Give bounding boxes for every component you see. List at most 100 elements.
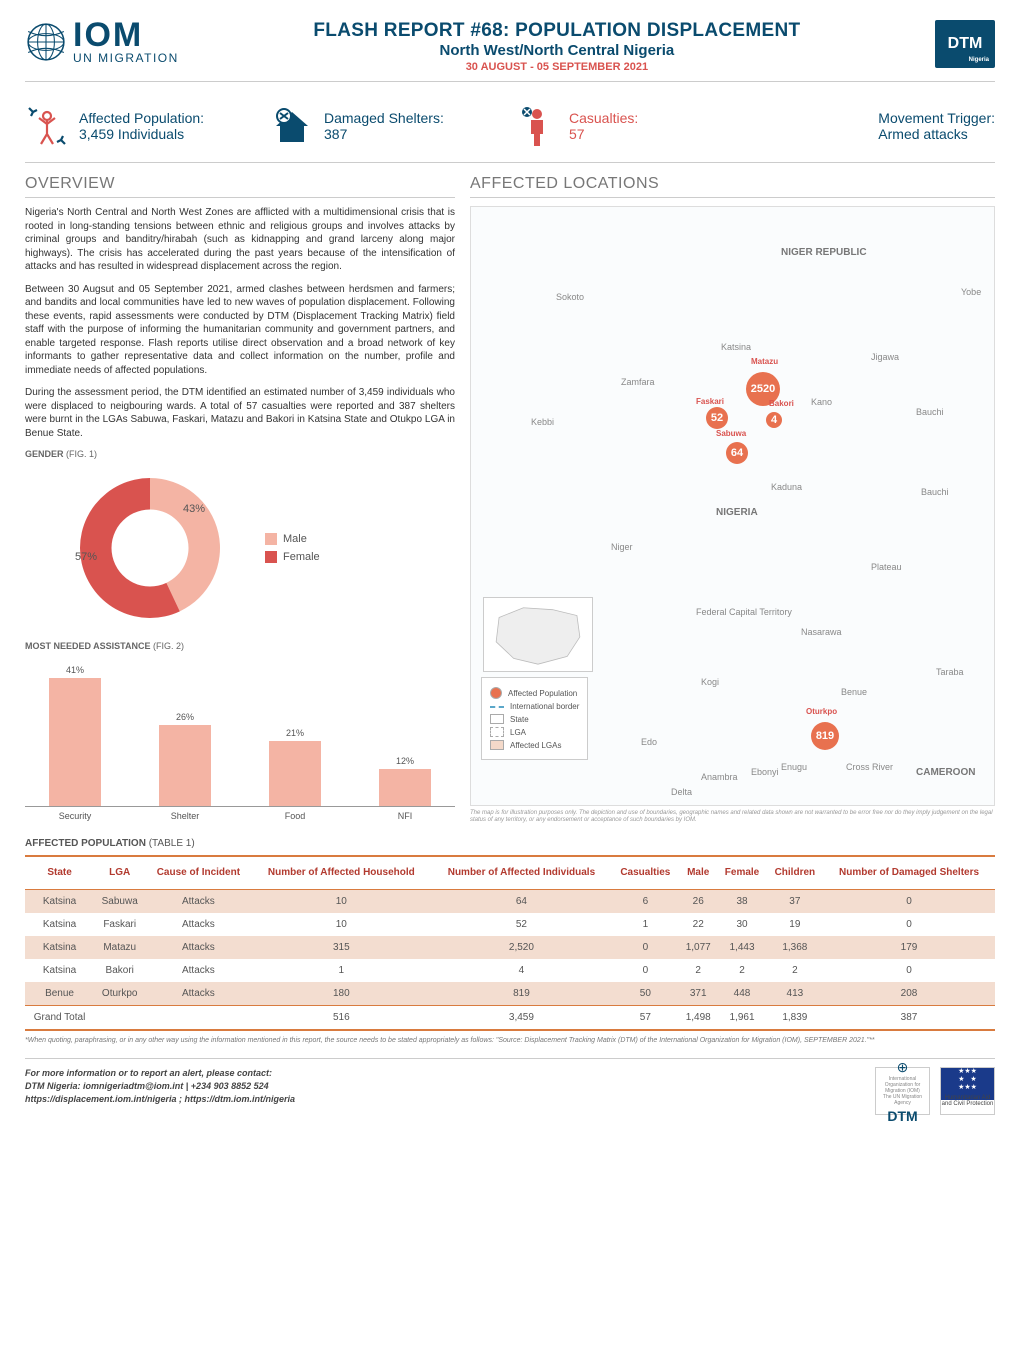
table-cell: 2 bbox=[679, 959, 717, 982]
map-state: Kebbi bbox=[531, 417, 554, 427]
map-legend-row: LGA bbox=[490, 727, 579, 737]
table-cell: Grand Total bbox=[25, 1006, 94, 1031]
table-cell: 0 bbox=[823, 890, 995, 914]
stat-value: 3,459 Individuals bbox=[79, 126, 204, 142]
legend-item: Female bbox=[265, 551, 320, 563]
stat-1: Damaged Shelters:387 bbox=[270, 104, 505, 148]
gender-fig-label: GENDER (FIG. 1) bbox=[25, 449, 455, 459]
dtm-badge: DTM Nigeria bbox=[935, 20, 995, 68]
org-subname: UN MIGRATION bbox=[73, 51, 179, 65]
table-cell: 64 bbox=[431, 890, 611, 914]
assistance-fignum: (FIG. 2) bbox=[153, 641, 184, 651]
table-header: Number of Affected Individuals bbox=[431, 856, 611, 890]
dtm-subtext: Nigeria bbox=[969, 57, 989, 63]
table-header: Children bbox=[767, 856, 823, 890]
bar-col: 21% bbox=[255, 728, 335, 806]
table-row: BenueOturkpoAttacks18081950371448413208 bbox=[25, 982, 995, 1006]
map-pin-label: Matazu bbox=[751, 357, 778, 366]
map-state: Kogi bbox=[701, 677, 719, 687]
table-cell: 0 bbox=[612, 959, 679, 982]
table-cell: 4 bbox=[431, 959, 611, 982]
map-legend-row: Affected Population bbox=[490, 687, 579, 699]
map-pin-label: Sabuwa bbox=[716, 429, 746, 438]
dtm-text: DTM bbox=[948, 35, 983, 53]
population-table: StateLGACause of IncidentNumber of Affec… bbox=[25, 855, 995, 1031]
table-row: KatsinaMatazuAttacks3152,52001,0771,4431… bbox=[25, 936, 995, 959]
table-row: KatsinaFaskariAttacks105212230190 bbox=[25, 913, 995, 936]
stat-label: Damaged Shelters: bbox=[324, 110, 444, 126]
map-legend: Affected Population International border S… bbox=[481, 677, 588, 760]
map-bubble: 64 bbox=[726, 442, 748, 464]
stat-label: Casualties: bbox=[569, 110, 638, 126]
footer-line1: For more information or to report an ale… bbox=[25, 1067, 295, 1080]
table-title-text: AFFECTED POPULATION bbox=[25, 838, 146, 849]
report-dates: 30 AUGUST - 05 SEPTEMBER 2021 bbox=[179, 61, 935, 73]
overview-para: Nigeria's North Central and North West Z… bbox=[25, 206, 455, 274]
bar-col: 41% bbox=[35, 665, 115, 806]
table-header: Number of Affected Household bbox=[251, 856, 431, 890]
table-cell: 30 bbox=[717, 913, 766, 936]
stat-label: Movement Trigger: bbox=[878, 110, 995, 126]
header: IOM UN MIGRATION FLASH REPORT #68: POPUL… bbox=[25, 20, 995, 82]
dtm-footer-logo: ⊕ International Organization for Migrati… bbox=[875, 1067, 930, 1115]
table-cell bbox=[145, 1006, 251, 1031]
table-cell: Katsina bbox=[25, 959, 94, 982]
table-cell: 1 bbox=[612, 913, 679, 936]
gender-fignum: (FIG. 1) bbox=[66, 449, 97, 459]
map-pin-label: Bakori bbox=[769, 399, 794, 408]
logo-glyph: ⊕ bbox=[897, 1059, 909, 1076]
locations-heading: AFFECTED LOCATIONS bbox=[470, 175, 995, 198]
table-cell: 3,459 bbox=[431, 1006, 611, 1031]
map-country: CAMEROON bbox=[916, 767, 975, 778]
table-cell: 516 bbox=[251, 1006, 431, 1031]
table-cell: 10 bbox=[251, 913, 431, 936]
table-cell: 22 bbox=[679, 913, 717, 936]
table-cell: 2 bbox=[767, 959, 823, 982]
map-bubble: 4 bbox=[766, 412, 782, 428]
table-cell: 52 bbox=[431, 913, 611, 936]
map-country: NIGERIA bbox=[716, 507, 758, 518]
map-state: Katsina bbox=[721, 342, 751, 352]
map-country: NIGER REPUBLIC bbox=[781, 247, 867, 258]
table-cell: Attacks bbox=[145, 890, 251, 914]
map-pin-label: Oturkpo bbox=[806, 707, 837, 716]
table-cell: 19 bbox=[767, 913, 823, 936]
table-cell: 37 bbox=[767, 890, 823, 914]
table-cell: Oturkpo bbox=[94, 982, 145, 1006]
map-state: Sokoto bbox=[556, 292, 584, 302]
table-cell: Attacks bbox=[145, 913, 251, 936]
overview-para: During the assessment period, the DTM id… bbox=[25, 386, 455, 440]
map-inset bbox=[483, 597, 593, 672]
footer-line3: https://displacement.iom.int/nigeria ; h… bbox=[25, 1093, 295, 1106]
stat-value: Armed attacks bbox=[878, 126, 995, 142]
overview-heading: OVERVIEW bbox=[25, 175, 455, 198]
map-legend-row: International border bbox=[490, 702, 579, 711]
stat-icon bbox=[25, 104, 69, 148]
citation: *When quoting, paraphrasing, or in any o… bbox=[25, 1037, 995, 1044]
map-state: Kano bbox=[811, 397, 832, 407]
map: Affected Population International border S… bbox=[470, 206, 995, 806]
overview-text: Nigeria's North Central and North West Z… bbox=[25, 206, 455, 440]
table-cell: Attacks bbox=[145, 936, 251, 959]
map-legend-row: State bbox=[490, 714, 579, 724]
report-subtitle: North West/North Central Nigeria bbox=[179, 42, 935, 59]
table-cell: 2 bbox=[717, 959, 766, 982]
map-state: Plateau bbox=[871, 562, 902, 572]
table-header: Male bbox=[679, 856, 717, 890]
stat-value: 387 bbox=[324, 126, 444, 142]
gender-title: GENDER bbox=[25, 449, 64, 459]
dtm-footer-text: DTM bbox=[887, 1106, 917, 1124]
report-title: FLASH REPORT #68: POPULATION DISPLACEMEN… bbox=[179, 20, 935, 42]
gender-donut-chart: 43%57% MaleFemale bbox=[25, 463, 455, 633]
table-cell: 1,443 bbox=[717, 936, 766, 959]
map-state: Bauchi bbox=[916, 407, 944, 417]
bar-col: 12% bbox=[365, 756, 445, 806]
stat-3: Movement Trigger:Armed attacks bbox=[760, 104, 995, 148]
table-cell: 208 bbox=[823, 982, 995, 1006]
table-cell: 50 bbox=[612, 982, 679, 1006]
stat-0: Affected Population:3,459 Individuals bbox=[25, 104, 260, 148]
title-block: FLASH REPORT #68: POPULATION DISPLACEMEN… bbox=[179, 20, 935, 73]
org-name: IOM bbox=[73, 20, 179, 51]
footer-contact: For more information or to report an ale… bbox=[25, 1067, 295, 1105]
table-header: State bbox=[25, 856, 94, 890]
